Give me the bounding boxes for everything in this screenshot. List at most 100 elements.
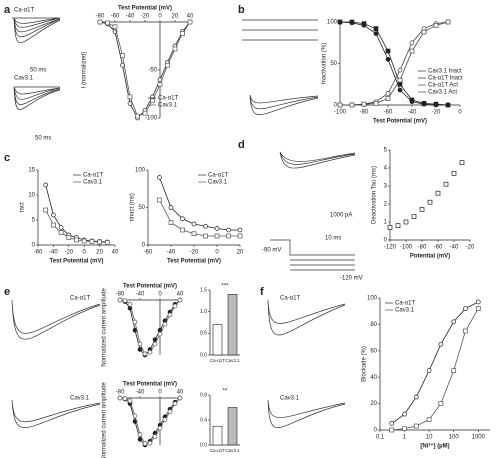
data-point: [162, 417, 168, 422]
data-point: [120, 53, 125, 58]
y-tick-label: 5: [384, 148, 388, 154]
chart: -60 -40 -20 0 20 0 50 100 Test Potential (mV) τin…: [130, 168, 244, 265]
y-tick-label: 50: [138, 205, 145, 211]
data-point: [66, 235, 72, 240]
data-point: [51, 212, 56, 218]
data-point: [132, 413, 138, 419]
data-point: [389, 421, 395, 426]
x-tick-label: 0: [158, 14, 162, 20]
x-tick-label: 100: [449, 435, 460, 441]
data-point: [167, 409, 173, 414]
x-tick-label: -80: [96, 14, 105, 20]
trace-label: -90 mV: [262, 248, 281, 254]
data-point: [214, 226, 220, 231]
trace-label: 10 ms: [325, 236, 341, 242]
data-point: [421, 101, 427, 107]
data-point: [426, 368, 432, 373]
x-tick-label: 40: [177, 390, 184, 396]
x-tick-label: -40: [167, 250, 176, 256]
data-point: [180, 216, 185, 222]
data-point: [122, 298, 128, 303]
legend-label: Cav3.1: [158, 103, 178, 109]
x-tick-label: Cav3.1: [225, 448, 240, 453]
data-point: [172, 401, 178, 406]
data-point: [389, 427, 395, 433]
data-point: [58, 225, 64, 230]
data-point: [419, 207, 425, 212]
data-point: [373, 100, 379, 106]
x-tick-label: -80: [418, 245, 427, 251]
data-point: [142, 441, 148, 446]
data-point: [337, 19, 343, 25]
x-tick-label: -40: [126, 14, 135, 20]
data-point: [89, 239, 95, 244]
data-point: [475, 299, 481, 305]
data-point: [142, 351, 148, 357]
data-point: [226, 233, 231, 239]
x-tick-label: 0.1: [376, 435, 385, 441]
data-point: [180, 227, 185, 233]
y-axis-label: τinact (ms): [130, 193, 136, 222]
data-point: [167, 312, 173, 318]
data-point: [349, 102, 355, 108]
data-point: [104, 240, 110, 245]
x-axis-label: Test Potential (mV): [118, 6, 172, 12]
y-tick-label: 0.0: [200, 442, 207, 448]
x-tick-label: -20: [190, 250, 199, 256]
legend-label: Ca-α1T: [208, 173, 228, 179]
data-point: [385, 56, 391, 62]
data-point: [122, 396, 128, 401]
data-point: [451, 319, 457, 325]
data-point: [385, 91, 391, 96]
y-axis-label: τact: [20, 202, 26, 213]
data-point: [172, 303, 178, 309]
y-axis-label: I (normalized): [82, 52, 88, 89]
trace-group: [13, 86, 61, 110]
trace-label: -120 mV: [340, 276, 363, 282]
x-tick-label: -40: [49, 250, 58, 256]
y-tick-label: -50: [148, 68, 157, 74]
data-point: [97, 239, 102, 245]
chart: -120 -100 -80 -60 -40 -20 0 1 2 3 4 5 Potential (mV)…: [372, 148, 475, 260]
data-point: [395, 223, 401, 228]
data-point: [361, 101, 367, 107]
x-tick-label: -60: [434, 245, 443, 251]
data-point: [157, 197, 162, 203]
data-point: [58, 230, 64, 235]
panel-label: c: [4, 152, 10, 164]
data-point: [127, 101, 133, 106]
bar: [212, 324, 223, 356]
x-tick-label: 0: [215, 250, 219, 256]
data-point: [337, 102, 343, 108]
data-point: [97, 19, 103, 25]
trace-label: Cav3.1: [70, 396, 90, 402]
data-point: [137, 437, 143, 442]
data-point: [403, 219, 409, 225]
y-tick-label: 60: [370, 348, 377, 354]
data-point: [157, 175, 162, 180]
trace-label: 50 ms: [35, 136, 51, 142]
legend-label: Cav3.1 Act: [428, 90, 457, 96]
y-axis-label: Inactivation (%): [322, 43, 328, 84]
y-tick-label: 5: [32, 218, 36, 224]
data-point: [361, 22, 367, 28]
y-tick-label: 50: [330, 61, 337, 67]
x-tick-label: -100: [334, 110, 347, 116]
data-point: [177, 395, 183, 401]
x-tick-label: -80: [116, 390, 125, 396]
series-line: [339, 21, 448, 106]
x-axis-label: [Ni²⁺] (µM): [420, 443, 449, 450]
trace-label: Ca-α1T: [70, 296, 90, 302]
data-point: [237, 233, 243, 239]
y-tick-label: 2: [384, 202, 388, 208]
data-point: [168, 205, 174, 210]
x-tick-label: -80: [116, 292, 125, 298]
y-tick-label: 15: [28, 168, 35, 174]
data-point: [373, 31, 379, 36]
y-tick-label: 100: [135, 168, 146, 174]
x-tick-label: -60: [111, 14, 120, 20]
y-tick-label: 0: [374, 428, 378, 434]
chart: -80 -60 -40 -20 0 20 40 -50 -100 Test Potential (…: [82, 6, 194, 122]
y-tick-label: 20: [370, 401, 377, 407]
